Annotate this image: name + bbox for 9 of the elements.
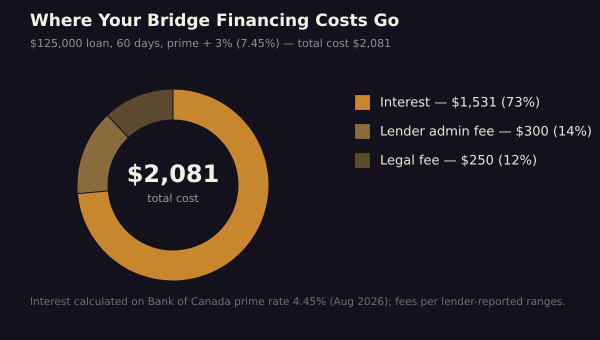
legend-label: Interest — $1,531 (73%) — [380, 96, 540, 110]
chart-title: Where Your Bridge Financing Costs Go — [30, 11, 400, 31]
donut-slice — [76, 88, 270, 282]
chart-subtitle: $125,000 loan, 60 days, prime + 3% (7.45%) — total cost $2,081 — [30, 37, 392, 50]
legend-label: Legal fee — $250 (12%) — [380, 154, 538, 168]
text: $2,081 — [126, 160, 220, 188]
text: Interest calculated on Bank of Canada prime rate 4.45% (Aug 2026); fees per lender-reported ranges. — [30, 296, 566, 308]
legend-label: Lender admin fee — $300 (14%) — [380, 124, 592, 140]
text: total cost — [147, 192, 200, 205]
